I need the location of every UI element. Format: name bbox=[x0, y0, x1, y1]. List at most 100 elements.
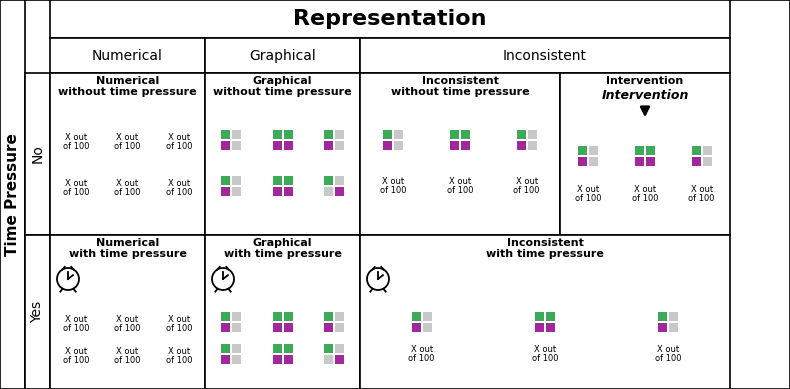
Bar bbox=[335, 140, 344, 150]
Text: X out: X out bbox=[657, 345, 679, 354]
Text: of 100: of 100 bbox=[655, 354, 682, 363]
Bar bbox=[383, 130, 393, 138]
Text: without time pressure: without time pressure bbox=[391, 87, 529, 97]
Text: without time pressure: without time pressure bbox=[213, 87, 352, 97]
Bar bbox=[360, 235, 730, 389]
Bar bbox=[324, 187, 333, 196]
Text: Graphical: Graphical bbox=[253, 238, 312, 248]
Bar bbox=[25, 235, 50, 389]
Bar bbox=[335, 355, 344, 364]
Bar bbox=[231, 140, 241, 150]
Bar bbox=[50, 38, 205, 73]
Text: Graphical: Graphical bbox=[253, 76, 312, 86]
Bar bbox=[461, 140, 470, 150]
Bar bbox=[335, 344, 344, 353]
Bar bbox=[284, 312, 292, 321]
Bar bbox=[324, 176, 333, 185]
Text: of 100: of 100 bbox=[688, 194, 715, 203]
Bar bbox=[635, 157, 644, 166]
Text: of 100: of 100 bbox=[62, 324, 89, 333]
Bar bbox=[646, 146, 655, 155]
Bar bbox=[423, 312, 431, 321]
Bar bbox=[702, 146, 712, 155]
Bar bbox=[394, 130, 404, 138]
Text: of 100: of 100 bbox=[632, 194, 658, 203]
Text: with time pressure: with time pressure bbox=[486, 249, 604, 259]
Text: X out: X out bbox=[516, 177, 538, 186]
Bar bbox=[231, 344, 241, 353]
Bar bbox=[578, 157, 587, 166]
Bar bbox=[231, 312, 241, 321]
Bar bbox=[324, 312, 333, 321]
Bar bbox=[589, 157, 598, 166]
Bar bbox=[517, 140, 525, 150]
Bar bbox=[50, 0, 730, 38]
Bar bbox=[335, 187, 344, 196]
Text: Numerical: Numerical bbox=[92, 49, 163, 63]
Text: Graphical: Graphical bbox=[249, 49, 316, 63]
Text: X out: X out bbox=[116, 315, 138, 324]
Bar bbox=[231, 176, 241, 185]
Bar bbox=[221, 323, 230, 332]
Bar bbox=[324, 344, 333, 353]
Text: X out: X out bbox=[534, 345, 556, 354]
Text: Intervention: Intervention bbox=[607, 76, 683, 86]
Bar bbox=[528, 140, 536, 150]
Text: X out: X out bbox=[577, 185, 600, 194]
Bar bbox=[273, 344, 281, 353]
Text: of 100: of 100 bbox=[115, 356, 141, 365]
Text: Representation: Representation bbox=[293, 9, 487, 29]
Text: without time pressure: without time pressure bbox=[58, 87, 197, 97]
Text: Yes: Yes bbox=[31, 301, 44, 323]
Bar bbox=[646, 157, 655, 166]
Bar bbox=[517, 130, 525, 138]
Bar bbox=[324, 323, 333, 332]
Bar bbox=[50, 235, 205, 389]
Text: of 100: of 100 bbox=[166, 324, 193, 333]
Bar bbox=[273, 355, 281, 364]
Bar bbox=[324, 355, 333, 364]
Bar bbox=[450, 140, 459, 150]
Bar bbox=[221, 187, 230, 196]
Bar bbox=[273, 140, 281, 150]
Text: Inconsistent: Inconsistent bbox=[506, 238, 584, 248]
Text: Numerical: Numerical bbox=[96, 76, 159, 86]
Text: X out: X out bbox=[690, 185, 713, 194]
Bar bbox=[284, 130, 292, 138]
Bar bbox=[692, 157, 701, 166]
Bar bbox=[221, 130, 230, 138]
Bar bbox=[273, 176, 281, 185]
Bar bbox=[335, 130, 344, 138]
Bar bbox=[528, 130, 536, 138]
Bar bbox=[205, 235, 360, 389]
Text: of 100: of 100 bbox=[62, 188, 89, 198]
Bar bbox=[360, 73, 560, 235]
Bar bbox=[205, 38, 360, 73]
Text: X out: X out bbox=[65, 347, 87, 356]
Bar bbox=[231, 355, 241, 364]
Bar bbox=[635, 146, 644, 155]
Bar bbox=[335, 323, 344, 332]
Bar bbox=[450, 130, 459, 138]
Text: with time pressure: with time pressure bbox=[224, 249, 341, 259]
Text: X out: X out bbox=[411, 345, 433, 354]
Text: of 100: of 100 bbox=[62, 142, 89, 151]
Bar bbox=[284, 140, 292, 150]
Bar bbox=[0, 0, 25, 389]
Bar bbox=[578, 146, 587, 155]
Text: Time Pressure: Time Pressure bbox=[5, 133, 20, 256]
Text: Inconsistent: Inconsistent bbox=[422, 76, 498, 86]
Text: X out: X out bbox=[168, 133, 190, 142]
Text: Inconsistent: Inconsistent bbox=[503, 49, 587, 63]
Bar bbox=[360, 38, 730, 73]
Bar bbox=[221, 344, 230, 353]
Bar bbox=[273, 312, 281, 321]
Text: of 100: of 100 bbox=[115, 324, 141, 333]
Bar bbox=[546, 323, 555, 332]
Text: X out: X out bbox=[65, 133, 87, 142]
Text: of 100: of 100 bbox=[532, 354, 559, 363]
Bar bbox=[231, 130, 241, 138]
Text: X out: X out bbox=[168, 179, 190, 188]
Text: of 100: of 100 bbox=[166, 188, 193, 198]
Bar bbox=[324, 140, 333, 150]
